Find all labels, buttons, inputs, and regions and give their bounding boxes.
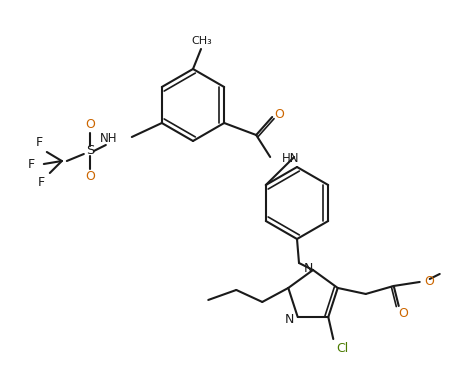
Text: N: N: [303, 262, 313, 275]
Text: F: F: [27, 157, 34, 170]
Text: O: O: [85, 119, 95, 131]
Text: HN: HN: [282, 152, 300, 164]
Text: S: S: [86, 144, 94, 157]
Text: O: O: [398, 308, 408, 321]
Text: F: F: [35, 136, 42, 149]
Text: O: O: [274, 108, 284, 121]
Text: N: N: [285, 313, 295, 326]
Text: CH₃: CH₃: [192, 36, 212, 46]
Text: O: O: [85, 170, 95, 184]
Text: NH: NH: [100, 132, 118, 146]
Text: F: F: [37, 175, 45, 189]
Text: Cl: Cl: [336, 341, 348, 354]
Text: O: O: [425, 275, 435, 288]
